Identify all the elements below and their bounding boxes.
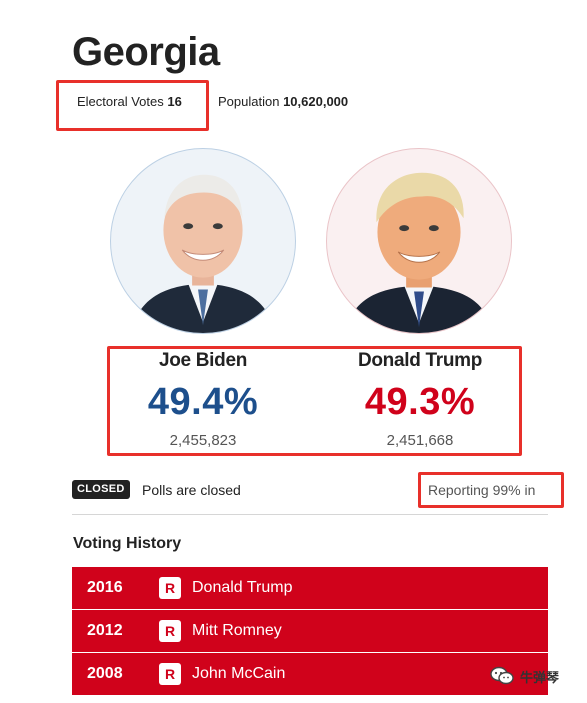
population: Population 10,620,000	[218, 93, 348, 111]
history-winner-name: Donald Trump	[192, 579, 293, 596]
candidate-votes-biden: 2,455,823	[169, 432, 237, 449]
reporting-status: Reporting 99% in	[428, 482, 536, 498]
history-row: 2008 R John McCain	[72, 653, 548, 695]
section-divider	[72, 514, 548, 515]
watermark-text: 牛弹琴	[520, 670, 560, 686]
history-row: 2016 R Donald Trump	[72, 567, 548, 609]
biden-portrait-icon	[130, 174, 276, 333]
candidate-name-trump: Donald Trump	[357, 350, 483, 371]
population-label: Population	[218, 94, 280, 109]
candidate-votes-trump: 2,451,668	[386, 432, 454, 449]
history-winner-name: John McCain	[192, 665, 286, 682]
page-title: Georgia	[72, 30, 220, 74]
status-badge: CLOSED	[72, 480, 130, 499]
biden-portrait	[110, 148, 296, 334]
electoral-votes-label: Electoral Votes	[77, 94, 164, 109]
party-badge: R	[159, 577, 181, 599]
history-year: 2012	[87, 622, 123, 639]
wechat-icon	[490, 666, 514, 685]
electoral-votes: Electoral Votes 16	[77, 93, 182, 111]
party-badge: R	[159, 663, 181, 685]
highlight-box-electoral-votes	[56, 80, 209, 131]
candidate-name-biden: Joe Biden	[158, 350, 248, 371]
population-value: 10,620,000	[283, 94, 349, 109]
watermark: 牛弹琴	[490, 665, 559, 687]
trump-portrait-icon	[344, 172, 494, 333]
candidate-percent-trump: 49.3%	[364, 381, 476, 423]
history-year: 2016	[87, 579, 123, 596]
history-year: 2008	[87, 665, 123, 682]
highlight-box-candidates	[107, 346, 522, 456]
voting-history-title: Voting History	[73, 535, 182, 552]
candidate-percent-biden: 49.4%	[147, 381, 259, 423]
electoral-votes-value: 16	[167, 94, 182, 109]
trump-portrait	[326, 148, 512, 334]
highlight-box-reporting	[418, 472, 564, 508]
history-winner-name: Mitt Romney	[192, 622, 282, 639]
party-badge: R	[159, 620, 181, 642]
voting-history-table: 2016 R Donald Trump 2012 R Mitt Romney 2…	[72, 567, 548, 696]
history-row: 2012 R Mitt Romney	[72, 610, 548, 652]
poll-status-text: Polls are closed	[142, 482, 241, 498]
